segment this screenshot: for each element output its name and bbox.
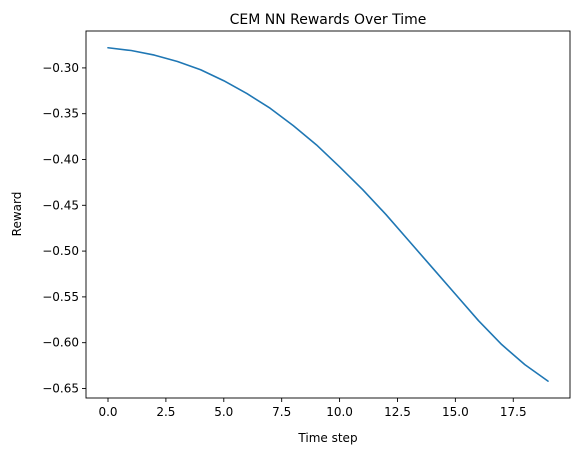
y-tick-label: −0.45 [42, 198, 79, 212]
x-tick-label: 10.0 [326, 405, 353, 419]
x-tick-label: 15.0 [442, 405, 469, 419]
x-tick-label: 12.5 [384, 405, 411, 419]
y-axis-label: Reward [10, 192, 24, 237]
x-tick-label: 5.0 [214, 405, 233, 419]
y-axis: −0.30 −0.35 −0.40 −0.45 −0.50 −0.55 −0.60 −0.65 [42, 61, 86, 395]
x-axis: 0.0 2.5 5.0 7.5 10.0 12.5 15.0 17.5 [98, 398, 527, 419]
plot-area [107, 46, 549, 382]
x-tick-label: 7.5 [272, 405, 291, 419]
axes-frame [85, 30, 571, 399]
x-tick-label: 2.5 [156, 405, 175, 419]
x-tick-label: 0.0 [98, 405, 117, 419]
y-tick-label: −0.55 [42, 290, 79, 304]
y-tick-label: −0.60 [42, 336, 79, 350]
x-tick-label: 17.5 [500, 405, 527, 419]
series-line [107, 46, 549, 382]
x-axis-label: Time step [297, 431, 357, 445]
chart-title: CEM NN Rewards Over Time [230, 12, 427, 28]
y-tick-label: −0.35 [42, 107, 79, 121]
y-tick-label: −0.40 [42, 153, 79, 167]
y-tick-label: −0.65 [42, 381, 79, 395]
y-tick-label: −0.30 [42, 61, 79, 75]
y-tick-label: −0.50 [42, 244, 79, 258]
